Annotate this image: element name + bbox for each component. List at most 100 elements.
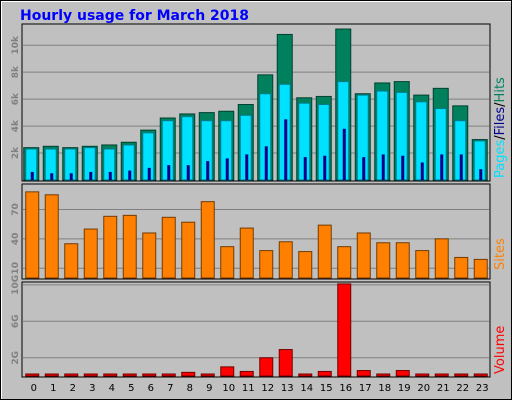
- x-tick-label: 6: [148, 383, 154, 394]
- bar-sites: [103, 215, 118, 279]
- bar-volume: [142, 373, 157, 377]
- bar-pages: [479, 169, 483, 180]
- x-tick-label: 10: [222, 383, 235, 394]
- y-tick-label: 10k: [11, 35, 21, 55]
- bar-sites: [122, 214, 137, 279]
- bar-pages: [108, 171, 112, 180]
- hits-files-pages-panel: 2k 4k 6k 8k 10k: [11, 23, 491, 182]
- x-tick-label: 20: [417, 383, 430, 394]
- bar-volume: [356, 370, 371, 377]
- bar-pages: [459, 154, 463, 180]
- bar-pages: [225, 158, 229, 180]
- legend-pages: Pages: [493, 140, 508, 178]
- chart-title: Hourly usage for March 2018: [20, 8, 249, 24]
- legend-files: Files: [493, 107, 508, 136]
- x-tick-label: 23: [476, 383, 489, 394]
- bar-pages: [440, 154, 444, 180]
- bar-volume: [25, 373, 40, 377]
- y-tick-label: 10: [11, 262, 21, 275]
- bar-sites: [259, 250, 274, 279]
- bar-pages: [362, 157, 366, 180]
- x-tick-label: 1: [50, 383, 56, 394]
- bar-pages: [401, 155, 405, 180]
- x-tick-label: 16: [339, 383, 352, 394]
- bar-pages: [323, 155, 327, 180]
- bar-sites: [44, 194, 59, 279]
- x-tick-label: 2: [70, 383, 76, 394]
- y-tick-label: 10G: [11, 275, 21, 295]
- bar-pages: [50, 173, 54, 180]
- x-tick-label: 11: [242, 383, 255, 394]
- bar-sites: [200, 201, 215, 279]
- bar-volume: [395, 370, 410, 377]
- bar-sites: [376, 242, 391, 279]
- bar-pages: [264, 146, 268, 180]
- bar-volume: [181, 371, 196, 377]
- y-tick-label: 6G: [11, 314, 21, 328]
- x-tick-label: 18: [378, 383, 391, 394]
- bar-sites: [434, 238, 449, 279]
- bar-pages: [245, 154, 249, 180]
- legend-volume: Volume: [493, 326, 508, 374]
- y-tick-label: 4k: [11, 119, 21, 132]
- bar-pages: [342, 128, 346, 180]
- bar-pages: [206, 161, 210, 180]
- x-tick-label: 21: [437, 383, 450, 394]
- legend-sep-2: /: [493, 102, 508, 107]
- bar-sites: [181, 221, 196, 279]
- x-tick-label: 3: [89, 383, 95, 394]
- bar-sites: [395, 242, 410, 279]
- bar-sites: [317, 224, 332, 279]
- bar-pages: [420, 162, 424, 180]
- bar-sites: [239, 227, 254, 279]
- bar-volume: [259, 357, 274, 377]
- bar-sites: [473, 258, 488, 279]
- bar-volume: [298, 373, 313, 377]
- bar-pages: [167, 165, 171, 180]
- bar-volume: [415, 373, 430, 377]
- bar-pages: [30, 171, 34, 180]
- y-tick-label: 70: [11, 203, 21, 216]
- bar-volume: [122, 373, 137, 377]
- bar-sites: [25, 191, 40, 279]
- bar-sites: [83, 228, 98, 279]
- bar-volume: [83, 373, 98, 377]
- bar-sites: [454, 256, 469, 279]
- x-tick-label: 17: [359, 383, 372, 394]
- bar-sites: [356, 232, 371, 279]
- x-tick-label: 8: [187, 383, 193, 394]
- bar-sites: [161, 216, 176, 279]
- y-tick-label: 6k: [11, 92, 21, 105]
- bar-sites: [415, 250, 430, 279]
- x-axis-hour-labels: 0 1 2 3 4 5 6 7 8 9 10 11 12 13 14 15 16 17 18 19 20 21 22 23: [31, 383, 489, 394]
- bar-volume: [161, 373, 176, 377]
- bar-pages: [69, 173, 73, 180]
- panel-middle-frame: [21, 183, 491, 280]
- x-tick-label: 5: [128, 383, 134, 394]
- bar-pages: [128, 170, 132, 180]
- bar-volume: [473, 373, 488, 377]
- x-tick-label: 7: [167, 383, 173, 394]
- x-tick-label: 4: [109, 383, 115, 394]
- bar-sites: [64, 243, 79, 279]
- volume-panel: 2G 6G 10G: [11, 275, 491, 378]
- bar-sites: [220, 246, 235, 279]
- x-tick-label: 15: [320, 383, 333, 394]
- bar-sites: [337, 246, 352, 279]
- bar-pages: [381, 154, 385, 180]
- bar-sites: [278, 241, 293, 279]
- bar-pages: [186, 165, 190, 180]
- x-tick-label: 22: [456, 383, 469, 394]
- panel-top-frame: [21, 23, 491, 182]
- panel-bottom-frame: [21, 281, 491, 378]
- legend-sep-1: /: [493, 135, 508, 140]
- bar-pages: [303, 157, 307, 180]
- bar-volume: [376, 373, 391, 377]
- x-tick-label: 9: [206, 383, 212, 394]
- x-tick-label: 14: [300, 383, 313, 394]
- y-tick-label: 40: [11, 233, 21, 246]
- bar-volume: [44, 373, 59, 377]
- bar-volume: [337, 283, 352, 377]
- x-tick-label: 0: [31, 383, 37, 394]
